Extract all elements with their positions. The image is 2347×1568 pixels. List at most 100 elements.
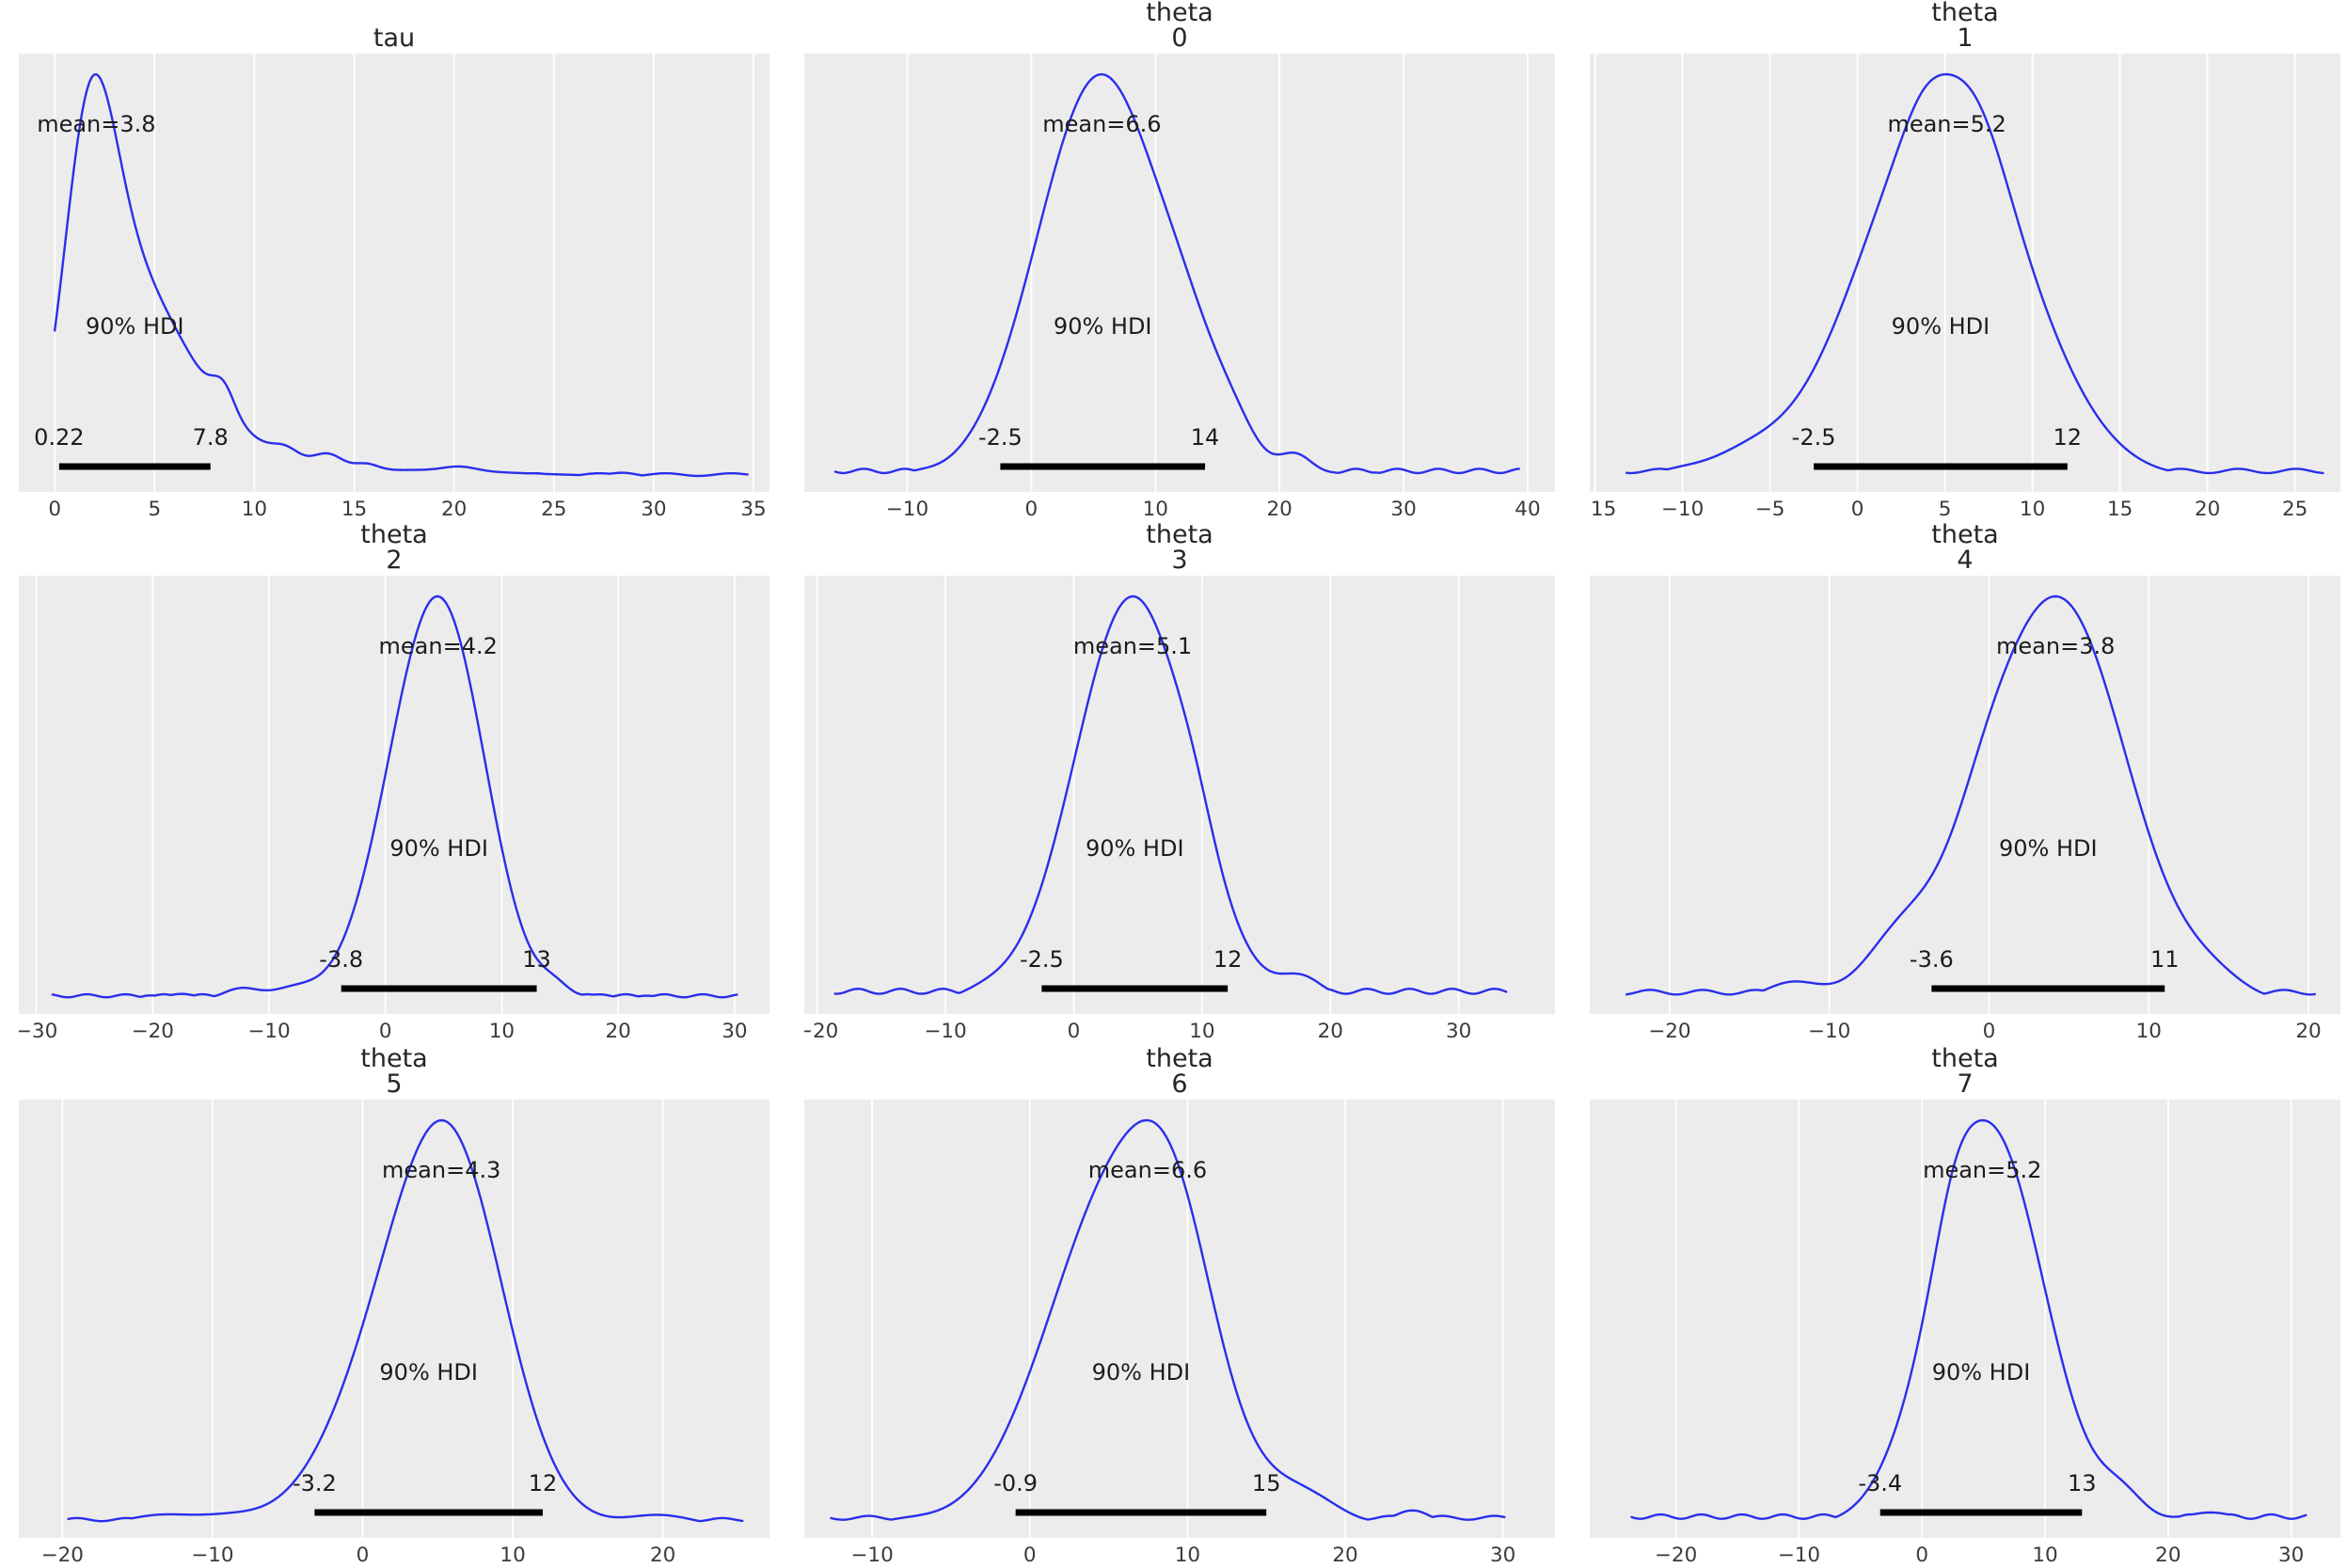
hdi-upper-bound-label: 13 — [2068, 1470, 2097, 1497]
x-tick-label: −30 — [19, 1020, 57, 1043]
kde-curve — [833, 594, 1508, 995]
x-tick-label: 0 — [1023, 1544, 1037, 1567]
subplot-title: theta 3 — [804, 522, 1555, 576]
hdi-lower-bound-label: 0.22 — [34, 424, 84, 451]
subplot-title-line: theta — [360, 1044, 428, 1073]
plot-background — [804, 1100, 1555, 1538]
x-tick-label: −20 — [804, 1020, 838, 1043]
x-tick-label: 10 — [1175, 1544, 1200, 1567]
x-tick-label: 15 — [2107, 498, 2133, 521]
kde-curve — [54, 72, 749, 478]
subplot-title: theta 4 — [1590, 522, 2340, 576]
x-tick-label: 10 — [489, 1020, 515, 1043]
hdi-upper-bound-label: 12 — [529, 1470, 558, 1497]
hdi-lower-bound-label: -3.8 — [319, 946, 363, 973]
hdi-interval-label: 90% HDI — [389, 835, 488, 862]
x-tick-label: −15 — [1590, 498, 1616, 521]
subplot-theta-4: theta 4 −20 −10 0 10 20 mean=3.8 90% HDI -3.6 11 — [1590, 522, 2340, 1046]
subplot-title-line: theta — [1146, 0, 1213, 27]
x-tick-label: −5 — [1755, 498, 1785, 521]
x-tick-label: −20 — [1648, 1020, 1690, 1043]
x-tick-label: −10 — [850, 1544, 893, 1567]
x-tick-label: −20 — [1655, 1544, 1697, 1567]
x-tick-label: 30 — [641, 498, 666, 521]
subplot-title: theta 5 — [19, 1046, 769, 1100]
x-tick-label: 35 — [740, 498, 766, 521]
kde-plot-canvas: −10 0 10 20 30 40 mean=6.6 90% HDI -2.5 14 — [804, 54, 1555, 521]
hdi-lower-bound-label: -2.5 — [1020, 946, 1064, 973]
x-tick-label: −10 — [1808, 1020, 1850, 1043]
subplot-title-line: 7 — [1957, 1069, 1974, 1099]
hdi-upper-bound-label: 7.8 — [193, 424, 229, 451]
plot-background — [1590, 1100, 2340, 1538]
x-tick-label: −10 — [191, 1544, 233, 1567]
subplot-theta-6: theta 6 −10 0 10 20 30 mean=6.6 90% HDI -0.9 15 — [804, 1046, 1555, 1568]
x-tick-label: 5 — [1939, 498, 1952, 521]
hdi-interval-label: 90% HDI — [1932, 1359, 2031, 1386]
kde-plot-canvas: 0 5 10 15 20 25 30 35 mean=3.8 90% HDI 0.22 7.8 — [19, 54, 769, 521]
x-tick-label: 20 — [605, 1020, 630, 1043]
x-tick-label: 10 — [1143, 498, 1168, 521]
x-tick-label: 20 — [1267, 498, 1292, 521]
x-tick-label: 20 — [1332, 1544, 1357, 1567]
x-tick-label: 25 — [2282, 498, 2307, 521]
mean-label: mean=4.2 — [379, 633, 498, 659]
hdi-interval-label: 90% HDI — [1054, 313, 1152, 340]
plot-background — [804, 54, 1555, 492]
mean-label: mean=6.6 — [1088, 1157, 1207, 1183]
mean-label: mean=6.6 — [1042, 111, 1161, 137]
kde-curve — [1630, 1118, 2307, 1520]
subplot-theta-7: theta 7 −20 −10 0 10 20 30 mean=5.2 90% HDI -3.4 13 — [1590, 1046, 2340, 1568]
x-tick-label: 0 — [1915, 1544, 1928, 1567]
hdi-lower-bound-label: -3.6 — [1910, 946, 1954, 973]
subplot-title-line: theta — [1931, 1044, 1999, 1073]
hdi-lower-bound-label: -0.9 — [993, 1470, 1038, 1497]
x-tick-label: 30 — [1390, 498, 1416, 521]
kde-curve — [1625, 594, 2317, 996]
kde-curve — [830, 1118, 1506, 1521]
kde-plot-canvas: −20 −10 0 10 20 mean=4.3 90% HDI -3.2 12 — [19, 1100, 769, 1567]
x-tick-label: −10 — [1778, 1544, 1820, 1567]
x-tick-label: 10 — [242, 498, 267, 521]
hdi-lower-bound-label: -3.4 — [1858, 1470, 1902, 1497]
hdi-interval-label: 90% HDI — [379, 1359, 478, 1386]
subplot-title-line: 5 — [386, 1069, 403, 1099]
subplot-title-line: tau — [373, 24, 416, 53]
x-tick-label: 20 — [2195, 498, 2220, 521]
x-tick-label: 0 — [1025, 498, 1039, 521]
mean-label: mean=5.2 — [1923, 1157, 2041, 1183]
subplot-title-line: 3 — [1171, 546, 1188, 575]
kde-plot-canvas: −20 −10 0 10 20 mean=3.8 90% HDI -3.6 11 — [1590, 576, 2340, 1043]
x-tick-label: 30 — [2278, 1544, 2304, 1567]
kde-curve — [1625, 72, 2324, 475]
hdi-upper-bound-label: 14 — [1191, 424, 1220, 451]
hdi-interval-label: 90% HDI — [1086, 835, 1184, 862]
subplot-title: theta 1 — [1590, 0, 2340, 54]
hdi-lower-bound-label: -2.5 — [1792, 424, 1836, 451]
hdi-upper-bound-label: 12 — [2054, 424, 2083, 451]
plot-background — [19, 1100, 769, 1538]
kde-plot-canvas: −30 −20 −10 0 10 20 30 mean=4.2 90% HDI -3.8 13 — [19, 576, 769, 1043]
mean-label: mean=3.8 — [1996, 633, 2115, 659]
subplot-title: theta 0 — [804, 0, 1555, 54]
x-tick-label: 10 — [2020, 498, 2045, 521]
mean-label: mean=5.2 — [1887, 111, 2006, 137]
x-tick-label: −10 — [924, 1020, 966, 1043]
subplot-title-line: 2 — [386, 546, 403, 575]
kde-curve — [67, 1118, 744, 1523]
x-tick-label: 0 — [1983, 1020, 1996, 1043]
plot-background — [19, 576, 769, 1014]
x-tick-label: −10 — [886, 498, 928, 521]
plot-background — [19, 54, 769, 492]
subplot-theta-2: theta 2 −30 −20 −10 0 10 20 30 mean=4.2 90% HDI -3.… — [19, 522, 769, 1046]
x-tick-label: 0 — [379, 1020, 392, 1043]
subplot-title: theta 6 — [804, 1046, 1555, 1100]
subplot-title: theta 7 — [1590, 1046, 2340, 1100]
kde-plot-canvas: −20 −10 0 10 20 30 mean=5.1 90% HDI -2.5 12 — [804, 576, 1555, 1043]
hdi-upper-bound-label: 11 — [2150, 946, 2180, 973]
subplot-title-line: 1 — [1957, 24, 1974, 53]
hdi-interval-label: 90% HDI — [1999, 835, 2098, 862]
subplot-theta-5: theta 5 −20 −10 0 10 20 mean=4.3 90% HDI -3.2 12 — [19, 1046, 769, 1568]
